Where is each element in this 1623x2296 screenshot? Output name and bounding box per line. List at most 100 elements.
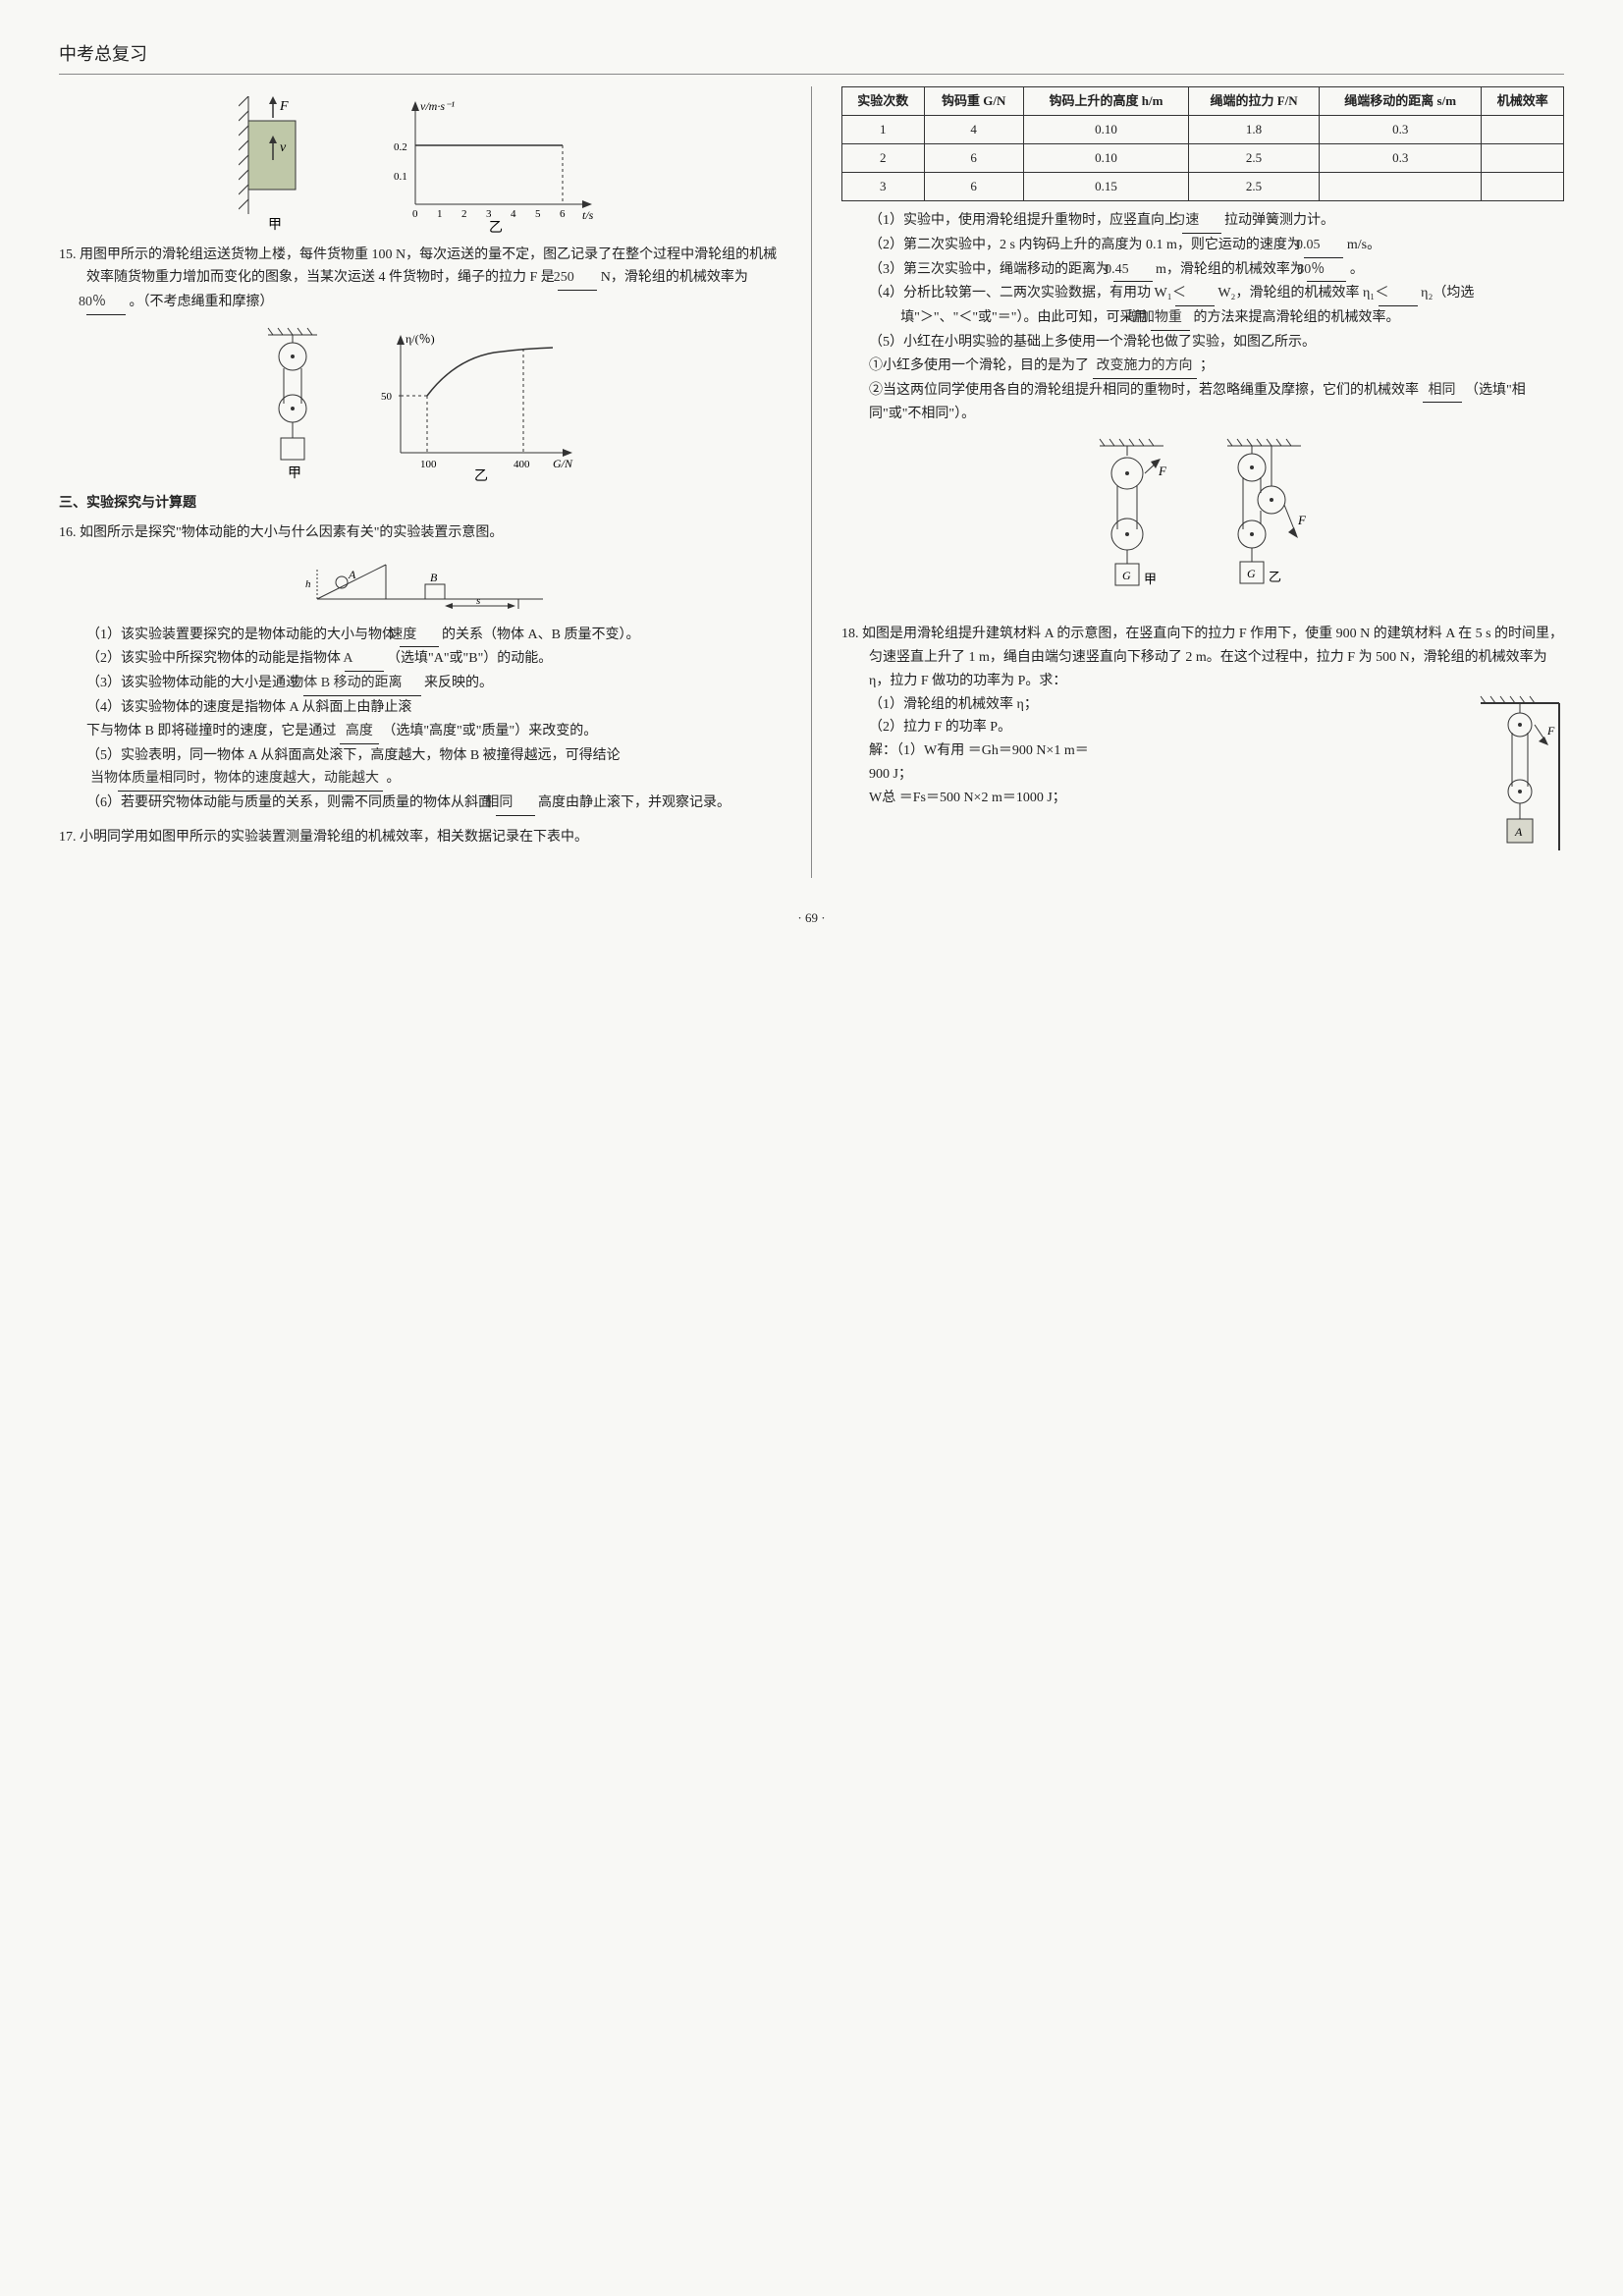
column-divider (811, 86, 812, 879)
svg-text:h: h (305, 578, 311, 590)
svg-text:甲: 甲 (1144, 572, 1157, 586)
td (1482, 143, 1564, 172)
q17-p5-1a: ①小红多使用一个滑轮，目的是为了 (869, 358, 1089, 373)
th-5: 机械效率 (1482, 86, 1564, 115)
svg-text:甲: 甲 (268, 218, 282, 233)
fig-q14-yi: v/m·s⁻¹ t/s 0.1 0.2 0 1 2 3 4 5 6 乙 (386, 96, 602, 234)
td: 2.5 (1189, 172, 1320, 200)
q16-p3-blank: 物体 B 移动的距离 (303, 672, 421, 696)
page-title: 中考总复习 (59, 39, 1564, 75)
q17-p5-1-blank: 改变施力的方向 (1093, 355, 1197, 379)
svg-text:5: 5 (535, 208, 541, 220)
q17-p5-2-blank: 相同 (1423, 379, 1462, 404)
svg-text:A: A (348, 568, 356, 581)
fig-q14-jia: F v 甲 (239, 96, 347, 234)
section-3-heading: 三、实验探究与计算题 (59, 492, 782, 516)
td: 3 (842, 172, 925, 200)
q15-text3: 。（不考虑绳重和摩擦） (130, 295, 274, 309)
diagram-pulley-3: F G 乙 (1217, 436, 1316, 613)
svg-text:η/(％): η/(％) (406, 332, 435, 346)
svg-text:G/N: G/N (553, 457, 573, 470)
svg-text:0.2: 0.2 (394, 141, 407, 153)
q17-p1-blank: 匀速 (1182, 209, 1221, 234)
td: 0.15 (1023, 172, 1188, 200)
content-columns: F v 甲 v/m·s⁻¹ t/s 0 (59, 86, 1564, 879)
table-row: 1 4 0.10 1.8 0.3 (842, 115, 1564, 143)
svg-text:乙: 乙 (474, 468, 488, 482)
q16-intro: 16. 如图所示是探究"物体动能的大小与什么因素有关"的实验装置示意图。 (59, 521, 782, 545)
q17-p1a: （1）实验中，使用滑轮组提升重物时，应竖直向上 (869, 213, 1178, 228)
svg-text:t/s: t/s (582, 208, 594, 222)
th-0: 实验次数 (842, 86, 925, 115)
q16-p2-blank: A (345, 647, 384, 672)
q17-intro-text: 17. 小明同学用如图甲所示的实验装置测量滑轮组的机械效率，相关数据记录在下表中… (59, 826, 782, 849)
svg-text:F: F (1297, 513, 1307, 527)
td: 0.10 (1023, 143, 1188, 172)
fig-q14: F v 甲 v/m·s⁻¹ t/s 0 (59, 96, 782, 234)
q16-p5b: 。 (387, 771, 401, 786)
svg-text:50: 50 (381, 391, 393, 403)
table-header-row: 实验次数 钩码重 G/N 钩码上升的高度 h/m 绳端的拉力 F/N 绳端移动的… (842, 86, 1564, 115)
td: 4 (924, 115, 1023, 143)
svg-text:v: v (280, 140, 287, 155)
q16-p4-blank: 高度 (340, 720, 379, 744)
left-column: F v 甲 v/m·s⁻¹ t/s 0 (59, 86, 782, 879)
svg-text:0.1: 0.1 (394, 171, 407, 183)
fig-q16: A B h s (59, 555, 782, 614)
td: 6 (924, 172, 1023, 200)
q17-p2-blank: 0.05 (1304, 234, 1343, 258)
fig-q18: F A (1476, 693, 1564, 869)
td: 0.10 (1023, 115, 1188, 143)
td: 2 (842, 143, 925, 172)
q17-p4-blank1: ＜ (1175, 282, 1215, 306)
q17-p3b: m，滑轮组的机械效率为 (1156, 262, 1304, 277)
q17-p4d: 的方法来提高滑轮组的机械效率。 (1193, 310, 1399, 325)
th-3: 绳端的拉力 F/N (1189, 86, 1320, 115)
q17-p3a: （3）第三次实验中，绳端移动的距离为 (869, 262, 1109, 277)
diagram-wall-block: F v 甲 (239, 96, 347, 234)
q16-p4b: 下与物体 B 即将碰撞时的速度，它是通过 (86, 724, 336, 738)
fig-q15-yi: η/(％) G/N 50 100 400 乙 (366, 325, 582, 482)
q16-p1-blank: 速度 (400, 624, 439, 648)
question-16: 16. 如图所示是探究"物体动能的大小与什么因素有关"的实验装置示意图。 A B… (59, 521, 782, 816)
table-row: 3 6 0.15 2.5 (842, 172, 1564, 200)
svg-text:400: 400 (514, 459, 530, 470)
q17-p4a: （4）分析比较第一、二两次实验数据，有用功 W₁ (869, 286, 1172, 301)
q15-text2: N，滑轮组的机械效率为 (601, 270, 748, 285)
fig-q17: F G 甲 (841, 436, 1564, 613)
q16-p6b: 高度由静止滚下，并观察记录。 (538, 795, 730, 810)
td: 1.8 (1189, 115, 1320, 143)
svg-text:甲: 甲 (288, 466, 301, 481)
q17-p1b: 拉动弹簧测力计。 (1224, 213, 1334, 228)
q17-p3c: 。 (1350, 262, 1364, 277)
q18-intro: 18. 如图是用滑轮组提升建筑材料 A 的示意图，在竖直向下的拉力 F 作用下，… (841, 623, 1564, 692)
q15-blank-1: 250 (558, 266, 597, 291)
question-15: 15. 用图甲所示的滑轮组运送货物上楼，每件货物重 100 N，每次运送的量不定… (59, 244, 782, 315)
page-number: · 69 · (59, 907, 1564, 929)
td (1482, 115, 1564, 143)
q16-p6a: （6）若要研究物体动能与质量的关系，则需不同质量的物体从斜面 (86, 795, 492, 810)
td: 0.3 (1319, 115, 1481, 143)
q16-p3a: （3）该实验物体动能的大小是通过 (86, 676, 299, 690)
svg-text:乙: 乙 (489, 220, 503, 234)
svg-text:4: 4 (511, 208, 516, 220)
fig-q15-jia: 甲 (258, 325, 327, 482)
fig-q15: 甲 η/(％) G/N 50 100 400 (59, 325, 782, 482)
q18-sol1: 解：（1）W有用 ＝Gh＝900 N×1 m＝ (869, 743, 1089, 758)
q16-p3b: 来反映的。 (424, 676, 493, 690)
svg-text:G: G (1122, 569, 1131, 582)
chart-efficiency-weight: η/(％) G/N 50 100 400 乙 (366, 325, 582, 482)
q17-p4-blank2: ＜ (1379, 282, 1418, 306)
q17-p5-1b: ； (1200, 358, 1214, 373)
question-17-intro: 17. 小明同学用如图甲所示的实验装置测量滑轮组的机械效率，相关数据记录在下表中… (59, 826, 782, 849)
svg-text:B: B (430, 571, 438, 584)
svg-text:G: G (1247, 567, 1256, 580)
td: 1 (842, 115, 925, 143)
q17-p2b: m/s。 (1347, 238, 1380, 252)
q16-p6-blank: 相同 (496, 792, 535, 816)
td: 6 (924, 143, 1023, 172)
q18-sol1b: 900 J； (869, 763, 1466, 787)
svg-text:乙: 乙 (1269, 570, 1281, 584)
q16-p5a: （5）实验表明，同一物体 A 从斜面高处滚下，高度越大，物体 B 被撞得越远，可… (86, 748, 621, 763)
q16-p2b: （选填"A"或"B"）的动能。 (387, 651, 552, 666)
